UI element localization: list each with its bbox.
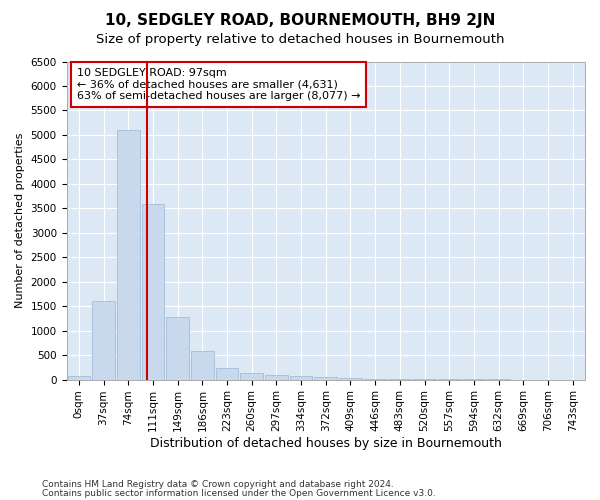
Bar: [265, 375, 288, 380]
Bar: [364, 379, 386, 380]
Y-axis label: Number of detached properties: Number of detached properties: [15, 133, 25, 308]
Bar: [117, 130, 140, 380]
Text: Contains public sector information licensed under the Open Government Licence v3: Contains public sector information licen…: [42, 488, 436, 498]
Bar: [241, 373, 263, 380]
Bar: [314, 377, 337, 380]
Text: Size of property relative to detached houses in Bournemouth: Size of property relative to detached ho…: [96, 32, 504, 46]
Bar: [191, 350, 214, 380]
X-axis label: Distribution of detached houses by size in Bournemouth: Distribution of detached houses by size …: [150, 437, 502, 450]
Text: 10 SEDGLEY ROAD: 97sqm
← 36% of detached houses are smaller (4,631)
63% of semi-: 10 SEDGLEY ROAD: 97sqm ← 36% of detached…: [77, 68, 361, 101]
Bar: [166, 317, 189, 380]
Bar: [215, 368, 238, 380]
Bar: [68, 376, 90, 380]
Text: 10, SEDGLEY ROAD, BOURNEMOUTH, BH9 2JN: 10, SEDGLEY ROAD, BOURNEMOUTH, BH9 2JN: [105, 12, 495, 28]
Bar: [290, 376, 313, 380]
Bar: [142, 204, 164, 380]
Text: Contains HM Land Registry data © Crown copyright and database right 2024.: Contains HM Land Registry data © Crown c…: [42, 480, 394, 489]
Bar: [339, 378, 362, 380]
Bar: [92, 302, 115, 380]
